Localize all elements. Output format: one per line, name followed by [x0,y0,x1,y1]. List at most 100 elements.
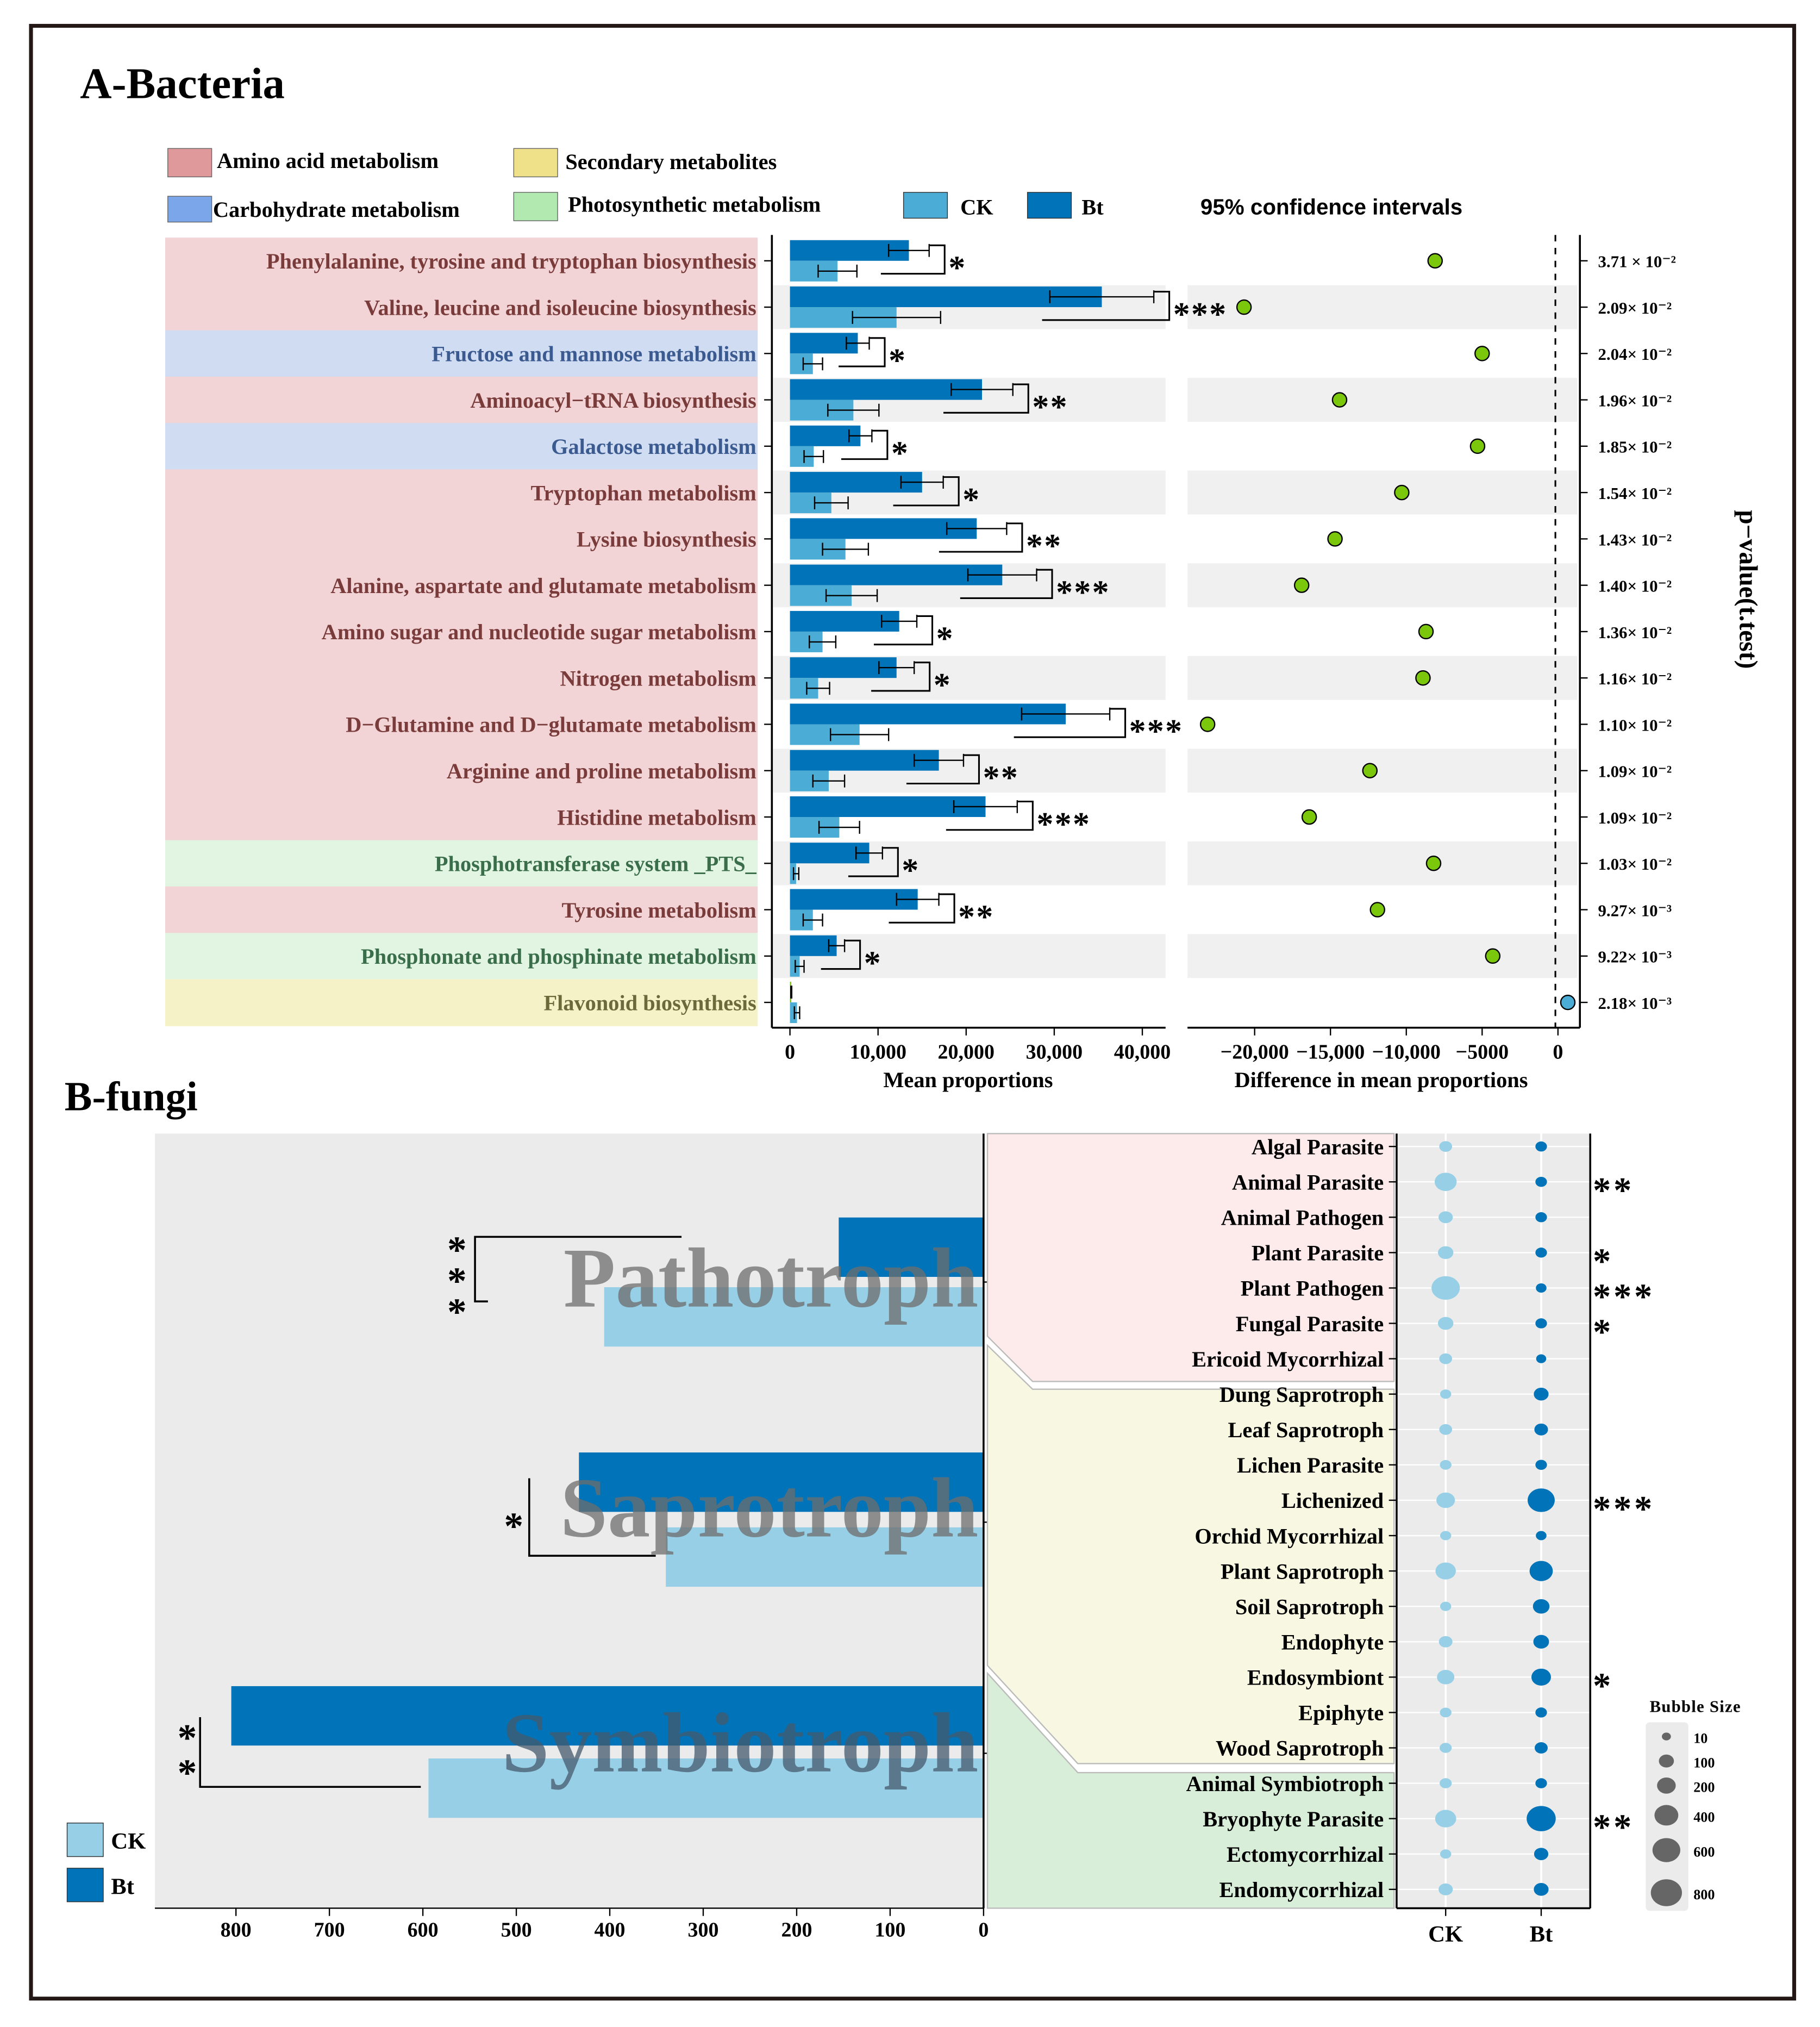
bubble-bt [1529,1561,1553,1581]
bubble-bt [1536,1354,1547,1363]
category-background-amino [165,284,758,331]
bubble-ck [1438,1246,1454,1259]
guild-category-label: Leaf Saprotroph [1228,1418,1384,1442]
difference-point [1415,670,1431,686]
error-bar-ck [814,496,849,510]
legend-swatch-bt [66,1868,104,1903]
significance-bracket [848,847,899,877]
x-tick-label: 10,000 [849,1041,906,1064]
bubble-ck [1439,1883,1453,1895]
error-bar-ck [818,821,860,834]
difference-point [1485,948,1501,964]
difference-point [1394,484,1410,501]
guild-category-label: Lichen Parasite [1237,1453,1384,1477]
row-band [1187,841,1578,885]
error-bar-bt [887,244,930,257]
legend-label-carb: Carbohydrate metabolism [213,197,460,222]
x-tick-label: 30,000 [1026,1041,1083,1064]
error-bar-bt [848,429,873,442]
category-background-secondary [165,979,758,1026]
bubble-ck [1439,1636,1453,1648]
x-tick-label: 0 [978,1919,989,1942]
category-label: D−Glutamine and D−glutamate metabolism [346,713,756,737]
significance-bracket [943,383,1029,414]
significance-bracket [528,1478,656,1557]
bubble-ck [1439,1353,1453,1364]
error-bar-ck [795,959,805,973]
row-band [773,934,1166,978]
row-band [1187,934,1578,978]
bubble-bt [1533,1635,1549,1649]
significance-stars: ** [958,899,995,935]
category-background-amino [165,238,758,285]
x-tick-label: 0 [785,1041,795,1064]
category-background-amino [165,469,758,516]
p-value-label: 1.09× 10⁻² [1598,762,1672,781]
category-label: Alanine, aspartate and glutamate metabol… [330,573,756,598]
error-bar-ck [802,913,823,927]
legend-swatch-ck [66,1823,104,1857]
panel-a-title: A-Bacteria [80,60,285,108]
difference-point [1425,856,1442,871]
significance-star: * [504,1505,524,1548]
difference-point [1236,299,1252,315]
bar-ck [666,1527,984,1587]
category-label: Arginine and proline metabolism [447,759,756,783]
bar-bt [790,796,986,818]
x-tick-label: 600 [408,1919,439,1942]
bubble-bt [1534,1423,1548,1436]
category-background-photo [165,840,758,888]
significance-star: * [447,1229,467,1271]
guild-category-label: Epiphyte [1298,1701,1384,1725]
size-legend-label: 100 [1693,1755,1715,1771]
bubble-bt [1533,1599,1550,1614]
ci-label: 95% confidence intervals [1200,194,1462,219]
error-bar-bt [946,522,1008,535]
legend-swatch-bt [1027,192,1072,219]
size-legend-bubble [1654,1805,1679,1826]
bubble-ck [1440,1743,1452,1753]
x-tick-label: 300 [687,1919,718,1942]
category-label: Valine, leucine and isoleucine biosynthe… [364,295,756,320]
bubble-bt [1536,1283,1547,1293]
error-bar-ck [802,357,823,371]
error-bar-bt [790,986,793,999]
difference-point [1427,253,1443,269]
bubble-bt [1535,1141,1547,1152]
difference-point [1331,392,1348,408]
bubble-bt [1535,1212,1547,1223]
significance-bracket [839,337,886,367]
bubble-ck [1431,1276,1460,1300]
bubble-bt [1535,1176,1547,1187]
difference-point [1301,809,1317,825]
legend-swatch-photo [513,192,558,221]
bubble-bt [1528,1488,1555,1512]
significance-stars: * [934,666,952,703]
guild-category-label: Endosymbiont [1247,1666,1384,1690]
significance-bracket [871,662,931,692]
x-tick-label: CK [1428,1922,1463,1947]
error-bar-ck [825,589,878,602]
error-bar-ck [812,774,846,788]
category-label: Aminoacyl−tRNA biosynthesis [470,388,756,413]
error-bar-bt [953,800,1018,813]
x-tick-label: −15,000 [1296,1041,1365,1064]
significance-stars: *** [1056,574,1110,611]
error-bar-bt [1049,290,1155,303]
guild-category-label: Endophyte [1281,1630,1384,1655]
category-label: Galactose metabolism [551,434,756,459]
size-legend-bubble [1662,1732,1671,1741]
difference-point [1369,902,1385,918]
significance-star: * [178,1717,197,1760]
legend-label-bt: Bt [1081,195,1104,219]
significance-stars: * [902,852,920,889]
bubble-ck [1436,1492,1455,1508]
x-tick-label: 400 [595,1919,626,1942]
significance-bracket [1014,708,1127,738]
error-bar-bt [896,893,940,906]
difference-point [1199,716,1216,732]
p-value-label: 2.18× 10⁻³ [1598,994,1672,1013]
significance-star: * [447,1291,467,1333]
bar-bt [790,472,922,493]
